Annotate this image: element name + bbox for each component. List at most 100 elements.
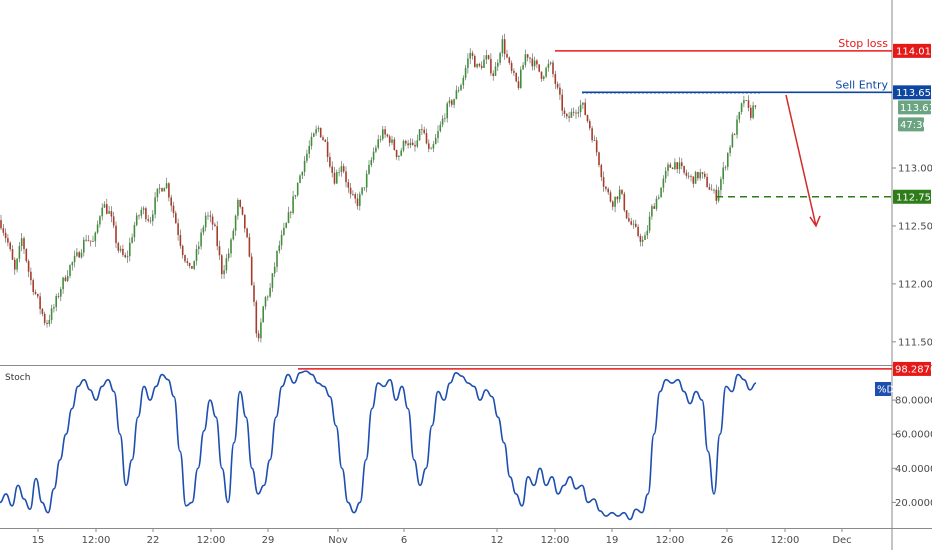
stoch-level-tag <box>893 361 931 376</box>
candle-body <box>163 187 166 192</box>
candle-body <box>379 139 382 140</box>
candle-body <box>117 243 120 251</box>
candle-body <box>0 220 2 229</box>
candle-body <box>609 192 612 202</box>
candle-body <box>729 147 731 153</box>
time-tick-label: 26 <box>721 535 734 546</box>
candle-body <box>280 234 283 246</box>
candle-body <box>11 249 14 260</box>
candle-body <box>644 235 646 240</box>
candle-body <box>660 187 662 198</box>
time-tick-label: Dec <box>832 535 851 546</box>
price-candles <box>0 33 757 343</box>
candle-body <box>667 164 669 171</box>
candle-body <box>625 210 628 219</box>
candle-body <box>237 199 239 216</box>
candle-body <box>375 147 377 152</box>
candle-body <box>674 162 676 170</box>
candle-body <box>299 175 301 183</box>
candle-body <box>425 133 428 144</box>
candle-body <box>60 289 62 297</box>
candle-body <box>469 52 471 59</box>
stoch-series-tag <box>875 382 891 396</box>
candle-body <box>227 253 230 259</box>
candle-body <box>349 187 352 195</box>
candle-body <box>637 226 639 236</box>
candle-body <box>209 215 212 217</box>
candle-body <box>108 211 110 214</box>
candle-body <box>363 187 366 189</box>
stoch-series-name: %D <box>877 385 895 396</box>
candle-body <box>591 128 593 141</box>
candle-body <box>612 201 614 207</box>
candle-body <box>510 62 513 71</box>
candle-body <box>556 83 559 88</box>
candle-body <box>133 225 136 238</box>
candle-body <box>430 148 432 150</box>
candle-body <box>34 291 37 294</box>
candle-body <box>485 55 488 60</box>
time-axis[interactable]: 15 12:00 22 12:00 29 Nov 6 12 12:00 19 12:00 26 12:0… <box>32 528 852 546</box>
candle-body <box>138 215 140 217</box>
candle-body <box>122 248 124 255</box>
candle-body <box>248 237 251 257</box>
candle-body <box>319 127 322 138</box>
candle-body <box>195 249 198 262</box>
candle-body <box>271 273 274 288</box>
candle-body <box>131 237 133 243</box>
candle-body <box>570 111 573 118</box>
candle-body <box>533 60 536 67</box>
candle-body <box>76 252 78 256</box>
candle-body <box>140 209 143 216</box>
candle-body <box>103 204 106 208</box>
candle-body <box>154 197 156 215</box>
candle-body <box>467 58 469 69</box>
candle-body <box>184 255 186 262</box>
candle-body <box>708 187 711 190</box>
candle-body <box>517 81 520 89</box>
candle-body <box>66 275 69 281</box>
price-tag-text-0: 113.614 <box>900 103 932 114</box>
candle-body <box>575 112 577 114</box>
candle-body <box>223 270 225 275</box>
candle-body <box>524 54 527 65</box>
candle-body <box>257 333 260 339</box>
candle-body <box>89 240 92 242</box>
candle-body <box>653 206 655 209</box>
candle-body <box>296 182 299 196</box>
candle-body <box>411 142 414 145</box>
candle-body <box>25 249 28 262</box>
candle-body <box>333 172 336 184</box>
candle-body <box>589 121 591 129</box>
candle-body <box>536 60 538 65</box>
price-annotations: Stop loss 114.011 Sell Entry 113.653 112.752 <box>555 37 932 228</box>
candle-body <box>57 296 60 297</box>
candle-body <box>577 112 580 114</box>
level-tag-2 <box>893 189 931 204</box>
candle-body <box>561 94 563 111</box>
candle-body <box>356 198 359 206</box>
candle-body <box>110 211 113 217</box>
candle-body <box>315 129 317 134</box>
price-axis[interactable]: 111.500 112.000 112.500 113.000 113.614 47:30 <box>892 100 932 348</box>
candle-body <box>448 100 451 104</box>
level-label-1: Sell Entry <box>835 78 888 91</box>
stoch-panel: Stoch %D <box>0 368 895 521</box>
candle-body <box>292 196 294 213</box>
candle-body <box>717 190 720 201</box>
time-tick-label: 19 <box>606 535 619 546</box>
stoch-series-line[interactable] <box>0 370 757 521</box>
candle-body <box>177 223 179 235</box>
candle-body <box>352 194 354 195</box>
candle-body <box>18 246 21 259</box>
forecast-arrow[interactable] <box>785 94 817 227</box>
candle-body <box>218 246 221 256</box>
candle-body <box>285 222 287 228</box>
candle-body <box>306 153 308 161</box>
candle-body <box>129 242 131 257</box>
candle-body <box>455 90 458 99</box>
time-tick-label: 12:00 <box>197 535 226 546</box>
stoch-axis[interactable]: 98.2870 80.0000 60.0000 40.0000 20.0000 <box>892 361 932 509</box>
